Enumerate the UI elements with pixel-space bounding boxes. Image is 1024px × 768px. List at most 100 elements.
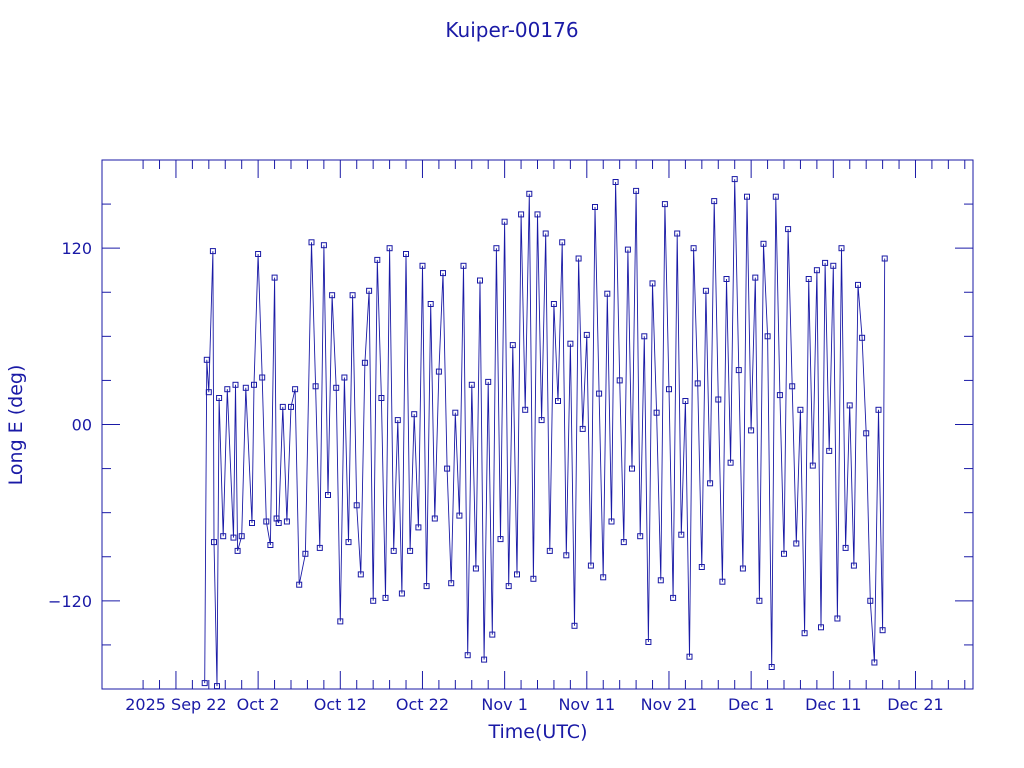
data-point <box>715 396 722 403</box>
data-point <box>546 547 553 554</box>
data-point <box>211 539 217 546</box>
data-point <box>345 539 352 546</box>
data-point <box>666 386 672 393</box>
data-point <box>682 398 689 404</box>
data-point <box>452 409 459 416</box>
data-point <box>288 403 294 410</box>
data-point <box>723 276 730 282</box>
data-point <box>349 292 356 299</box>
data-point <box>444 465 451 472</box>
data-point <box>859 334 866 341</box>
data-point <box>308 239 315 246</box>
data-point <box>583 331 590 338</box>
data-point <box>353 502 360 509</box>
data-point <box>596 390 603 397</box>
data-point <box>731 176 738 183</box>
data-point <box>822 259 829 266</box>
data-point <box>711 198 718 205</box>
data-point <box>645 639 652 645</box>
data-point <box>748 427 755 434</box>
data-point <box>431 515 438 522</box>
data-point <box>813 267 820 274</box>
x-tick-label: Nov 1 <box>481 695 528 714</box>
data-point <box>333 384 340 391</box>
data-point <box>604 290 611 297</box>
data-point <box>283 518 290 525</box>
data-point <box>271 274 278 281</box>
data-point <box>292 386 299 393</box>
data-point <box>649 280 656 287</box>
data-point <box>279 403 286 410</box>
data-point <box>509 342 516 349</box>
data-point <box>772 193 779 200</box>
data-point <box>579 425 586 432</box>
x-tick-label: Oct 2 <box>237 695 280 714</box>
data-point <box>472 565 479 572</box>
data-point <box>879 627 886 634</box>
x-tick-label: Oct 12 <box>314 695 367 714</box>
data-point <box>485 378 492 385</box>
series-longitude <box>201 176 888 689</box>
data-point <box>550 301 557 307</box>
data-point <box>329 292 336 299</box>
data-point <box>497 536 504 543</box>
data-point <box>234 547 241 554</box>
x-axis: 2025 Sep 22 Oct 2 Oct 12 Oct 22 Nov 1 Nov 11 N… <box>125 160 966 714</box>
data-point <box>411 411 418 418</box>
data-point <box>296 581 303 588</box>
data-point <box>522 406 529 413</box>
data-point <box>267 542 274 548</box>
data-point <box>670 594 677 601</box>
data-point <box>563 552 570 559</box>
data-point <box>481 656 488 663</box>
data-point <box>456 512 463 519</box>
data-point <box>678 531 685 538</box>
data-point <box>850 562 857 569</box>
data-point <box>538 417 545 424</box>
data-point <box>674 230 681 237</box>
data-point <box>735 367 742 374</box>
data-point <box>382 594 389 601</box>
data-point <box>801 630 808 637</box>
data-point <box>325 492 331 498</box>
data-point <box>415 524 422 531</box>
data-point <box>571 622 578 629</box>
data-point <box>875 406 882 413</box>
data-point <box>719 578 726 585</box>
data-point <box>592 204 598 210</box>
data-point <box>255 251 262 257</box>
data-point <box>744 193 750 200</box>
data-point <box>698 564 705 570</box>
data-point <box>203 356 210 363</box>
data-point <box>620 539 627 546</box>
data-point <box>435 368 442 375</box>
y-tick-label: 120 <box>61 239 92 258</box>
data-point <box>205 389 212 396</box>
y-tick-label: −120 <box>48 592 92 611</box>
data-point <box>657 577 664 584</box>
data-point <box>423 583 430 590</box>
data-point <box>702 287 709 294</box>
data-point <box>419 262 426 269</box>
x-tick-label: 2025 Sep 22 <box>125 695 226 714</box>
data-point <box>760 240 767 247</box>
x-tick-label: Oct 22 <box>396 695 449 714</box>
data-point <box>612 179 619 185</box>
data-point <box>834 615 841 622</box>
data-point <box>764 333 771 340</box>
data-point <box>842 544 849 551</box>
data-point <box>440 270 446 277</box>
data-point <box>489 631 496 638</box>
data-point <box>534 211 541 218</box>
data-point <box>374 256 381 263</box>
data-point <box>394 417 401 424</box>
data-point <box>809 462 816 469</box>
data-point <box>230 534 237 541</box>
data-point <box>398 590 405 597</box>
data-point <box>653 409 660 416</box>
data-point <box>707 480 714 487</box>
data-point <box>739 565 746 572</box>
data-point <box>530 575 537 582</box>
data-point <box>493 245 500 252</box>
